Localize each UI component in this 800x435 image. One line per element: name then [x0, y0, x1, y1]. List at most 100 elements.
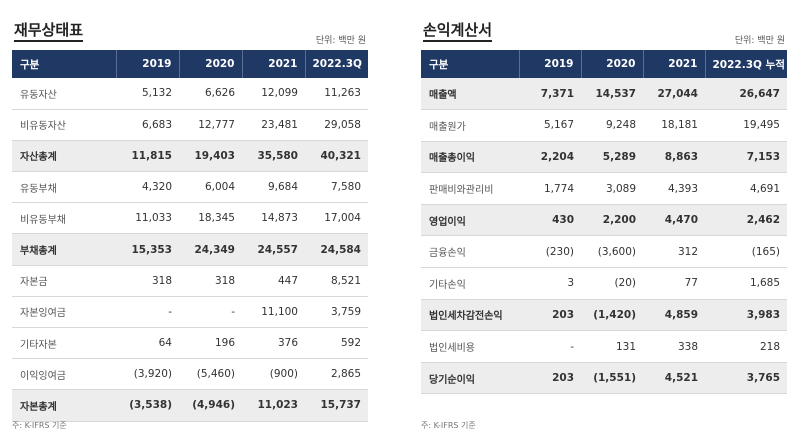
balance-sheet-panel: 재무상태표 단위: 백만 원 구분 2019 2020 2021 2022.3Q 유동자…: [12, 0, 368, 422]
value-cell: 3,765: [705, 362, 787, 395]
value-cell: 3,089: [581, 172, 643, 205]
value-cell: (1,420): [581, 299, 643, 332]
value-cell: 5,289: [581, 141, 643, 174]
column-header: 2019: [116, 50, 180, 78]
value-cell: 4,470: [643, 204, 705, 237]
column-header: 2019: [519, 50, 582, 78]
income-statement-unit: 단위: 백만 원: [734, 36, 785, 46]
table-row: 매출액 7,371 14,537 27,044 26,647: [421, 78, 787, 111]
value-cell: 14,537: [581, 78, 643, 111]
value-cell: 18,345: [179, 202, 242, 235]
value-cell: 592: [305, 327, 368, 360]
table-row: 부채총계 15,353 24,349 24,557 24,584: [12, 233, 368, 266]
value-cell: 203: [519, 299, 581, 332]
value-cell: 35,580: [242, 140, 305, 173]
value-cell: 196: [179, 327, 242, 360]
value-cell: 12,777: [179, 109, 242, 141]
value-cell: 17,004: [305, 202, 368, 235]
value-cell: 18,181: [643, 109, 705, 142]
table-row: 자본금 318 318 447 8,521: [12, 265, 368, 297]
table-row: 법인세비용 -131 338 218: [421, 330, 787, 363]
value-cell: 430: [519, 204, 581, 237]
row-label: 비유동부채: [12, 202, 116, 235]
income-statement-panel: 손익계산서 단위: 백만 원 구분 2019 2020 2021 2022.3Q 누적 …: [421, 0, 787, 395]
value-cell: 7,153: [705, 141, 787, 174]
value-cell: 8,521: [305, 265, 368, 297]
row-label: 자산총계: [12, 140, 116, 173]
row-label: 매출원가: [421, 109, 519, 142]
row-label: 비유동자산: [12, 109, 116, 141]
row-label: 유동자산: [12, 78, 116, 110]
row-label: 당기순이익: [421, 362, 519, 395]
value-cell: (20): [581, 267, 643, 300]
value-cell: 24,349: [179, 233, 242, 266]
value-cell: 6,626: [179, 78, 242, 110]
column-header: 2022.3Q: [305, 50, 368, 78]
value-cell: 12,099: [242, 78, 305, 110]
value-cell: 23,481: [242, 109, 305, 141]
row-label: 매출총이익: [421, 141, 519, 174]
value-cell: 1,685: [705, 267, 787, 300]
value-cell: (900): [242, 358, 305, 391]
table-row: 영업이익 430 2,200 4,470 2,462: [421, 204, 787, 237]
value-cell: 11,033: [116, 202, 179, 235]
value-cell: 4,393: [643, 172, 705, 205]
value-cell: 318: [116, 265, 179, 297]
value-cell: 3,983: [705, 299, 787, 332]
column-header: 구분: [421, 50, 520, 78]
value-cell: 4,859: [643, 299, 705, 332]
table-row: 기타자본 64 196 376 592: [12, 327, 368, 360]
table-row: 매출원가 5,167 9,248 18,181 19,495: [421, 109, 787, 142]
table-row: 유동부채 4,320 6,004 9,684 7,580: [12, 171, 368, 204]
value-cell: 312: [643, 235, 705, 269]
value-cell: 24,584: [305, 233, 368, 266]
table-row: 법인세차감전손익 203 (1,420) 4,859 3,983: [421, 299, 787, 332]
column-header: 2022.3Q 누적: [705, 50, 787, 78]
row-label: 기타손익: [421, 267, 519, 300]
value-cell: 2,200: [581, 204, 643, 237]
value-cell: 7,580: [305, 171, 368, 204]
value-cell: -: [519, 330, 581, 363]
value-cell: 1,774: [519, 172, 581, 205]
value-cell: 131: [581, 330, 643, 363]
value-cell: 24,557: [242, 233, 305, 266]
value-cell: 15,737: [305, 389, 368, 422]
value-cell: 203: [519, 362, 581, 395]
value-cell: 338: [643, 330, 705, 363]
value-cell: 3: [519, 267, 581, 300]
value-cell: 5,132: [116, 78, 179, 110]
table-row: 자본총계 (3,538) (4,946) 11,023 15,737: [12, 389, 368, 422]
value-cell: -: [116, 296, 179, 329]
value-cell: 5,167: [519, 109, 581, 142]
value-cell: (3,920): [116, 358, 179, 391]
value-cell: 19,403: [179, 140, 242, 173]
value-cell: (230): [519, 235, 581, 269]
value-cell: 4,521: [643, 362, 705, 395]
income-statement-title: 손익계산서: [423, 22, 493, 42]
value-cell: 376: [242, 327, 305, 360]
row-label: 영업이익: [421, 204, 519, 237]
value-cell: 4,691: [705, 172, 787, 205]
balance-sheet-unit: 단위: 백만 원: [315, 36, 366, 46]
value-cell: 3,759: [305, 296, 368, 329]
value-cell: 11,100: [242, 296, 305, 329]
value-cell: (1,551): [581, 362, 643, 395]
row-label: 기타자본: [12, 327, 116, 360]
value-cell: 64: [116, 327, 179, 360]
row-label: 유동부채: [12, 171, 116, 204]
balance-sheet-note: 주: K-IFRS 기준: [12, 421, 67, 430]
value-cell: 40,321: [305, 140, 368, 173]
value-cell: 2,204: [519, 141, 581, 174]
table-row: 판매비와관리비 1,774 3,089 4,393 4,691: [421, 172, 787, 205]
value-cell: 11,023: [242, 389, 305, 422]
value-cell: 4,320: [116, 171, 179, 204]
value-cell: 447: [242, 265, 305, 297]
value-cell: 318: [179, 265, 242, 297]
row-label: 이익잉여금: [12, 358, 116, 391]
value-cell: 15,353: [116, 233, 179, 266]
value-cell: 6,683: [116, 109, 179, 141]
value-cell: 218: [705, 330, 787, 363]
row-label: 판매비와관리비: [421, 172, 519, 205]
value-cell: 11,263: [305, 78, 368, 110]
value-cell: 11,815: [116, 140, 179, 173]
